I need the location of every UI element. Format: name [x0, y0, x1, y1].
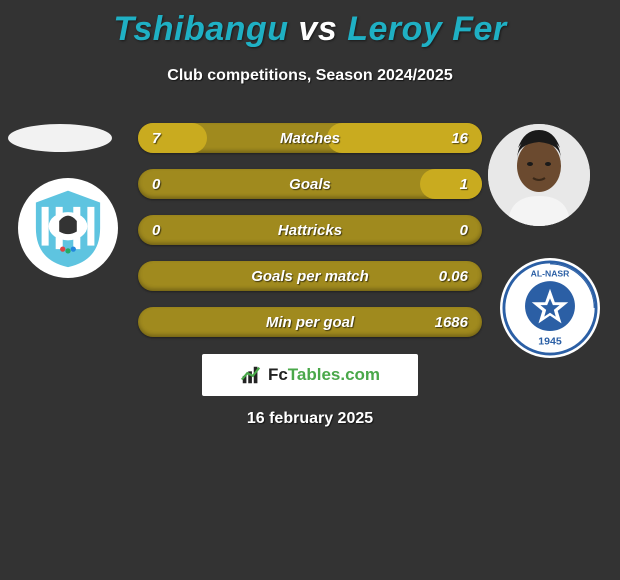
- stat-value-right: 0: [460, 222, 468, 239]
- stat-value-right: 16: [451, 130, 468, 147]
- stat-label: Hattricks: [138, 222, 482, 239]
- stat-label: Min per goal: [138, 314, 482, 331]
- player2-name: Leroy Fer: [347, 10, 506, 48]
- comparison-card: Tshibangu vs Leroy Fer Club competitions…: [0, 0, 620, 580]
- page-title: Tshibangu vs Leroy Fer: [0, 0, 620, 49]
- shield-icon: [24, 184, 112, 272]
- stat-value-right: 1686: [435, 314, 468, 331]
- subtitle: Club competitions, Season 2024/2025: [0, 67, 620, 85]
- player1-club-crest: [18, 178, 118, 278]
- person-icon: [488, 124, 590, 226]
- ball-crest-icon: AL-NASR 1945: [502, 260, 598, 356]
- brand-text: FcTables.com: [268, 365, 380, 385]
- brand-suffix: Tables.com: [288, 365, 380, 384]
- stat-row-goals-per-match: Goals per match 0.06: [138, 261, 482, 291]
- club-year: 1945: [538, 335, 562, 347]
- player1-name: Tshibangu: [113, 10, 288, 48]
- player1-avatar: [8, 124, 112, 152]
- vs-label: vs: [298, 10, 337, 48]
- stat-row-min-per-goal: Min per goal 1686: [138, 307, 482, 337]
- stat-value-right: 1: [460, 176, 468, 193]
- date-label: 16 february 2025: [0, 410, 620, 428]
- player2-avatar: [488, 124, 590, 226]
- stat-row-goals: 0 Goals 1: [138, 169, 482, 199]
- stats-block: 7 Matches 16 0 Goals 1 0 Hattricks 0 Goa…: [138, 123, 482, 353]
- player2-club-crest: AL-NASR 1945: [500, 258, 600, 358]
- brand-prefix: Fc: [268, 365, 288, 384]
- stat-label: Goals: [138, 176, 482, 193]
- bar-chart-icon: [240, 364, 262, 386]
- stat-label: Matches: [138, 130, 482, 147]
- brand-badge[interactable]: FcTables.com: [202, 354, 418, 396]
- stat-row-matches: 7 Matches 16: [138, 123, 482, 153]
- stat-value-right: 0.06: [439, 268, 468, 285]
- stat-row-hattricks: 0 Hattricks 0: [138, 215, 482, 245]
- stat-label: Goals per match: [138, 268, 482, 285]
- svg-text:AL-NASR: AL-NASR: [531, 268, 571, 278]
